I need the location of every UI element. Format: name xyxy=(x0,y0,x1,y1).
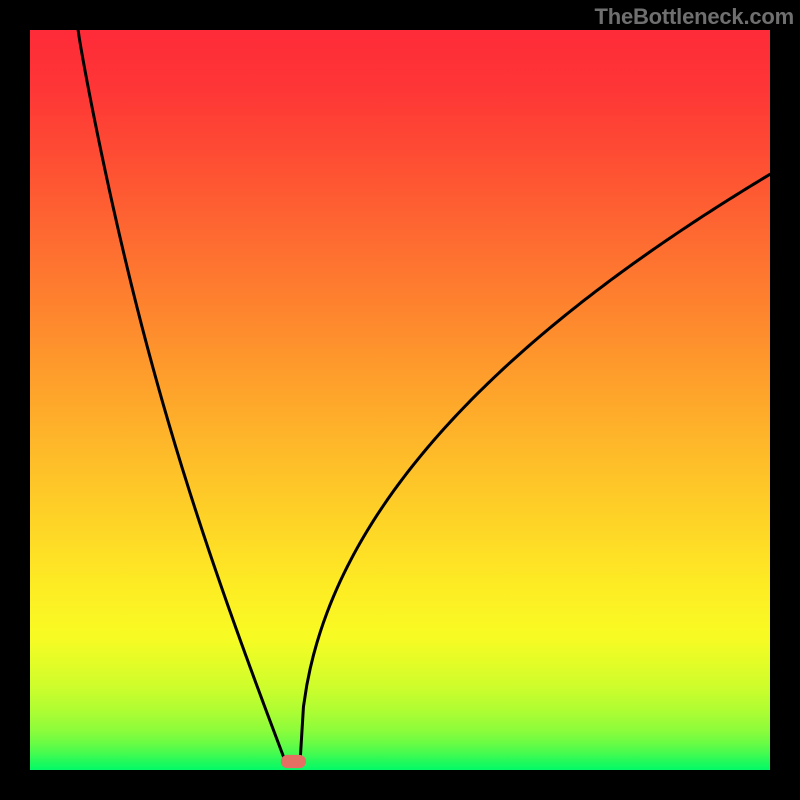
frame-bottom xyxy=(0,770,800,800)
watermark-text: TheBottleneck.com xyxy=(594,4,794,30)
optimum-marker xyxy=(281,755,306,768)
plot-area xyxy=(30,30,770,770)
bottleneck-chart xyxy=(30,30,770,770)
frame-left xyxy=(0,0,30,800)
gradient-background xyxy=(30,30,770,770)
frame-right xyxy=(770,0,800,800)
